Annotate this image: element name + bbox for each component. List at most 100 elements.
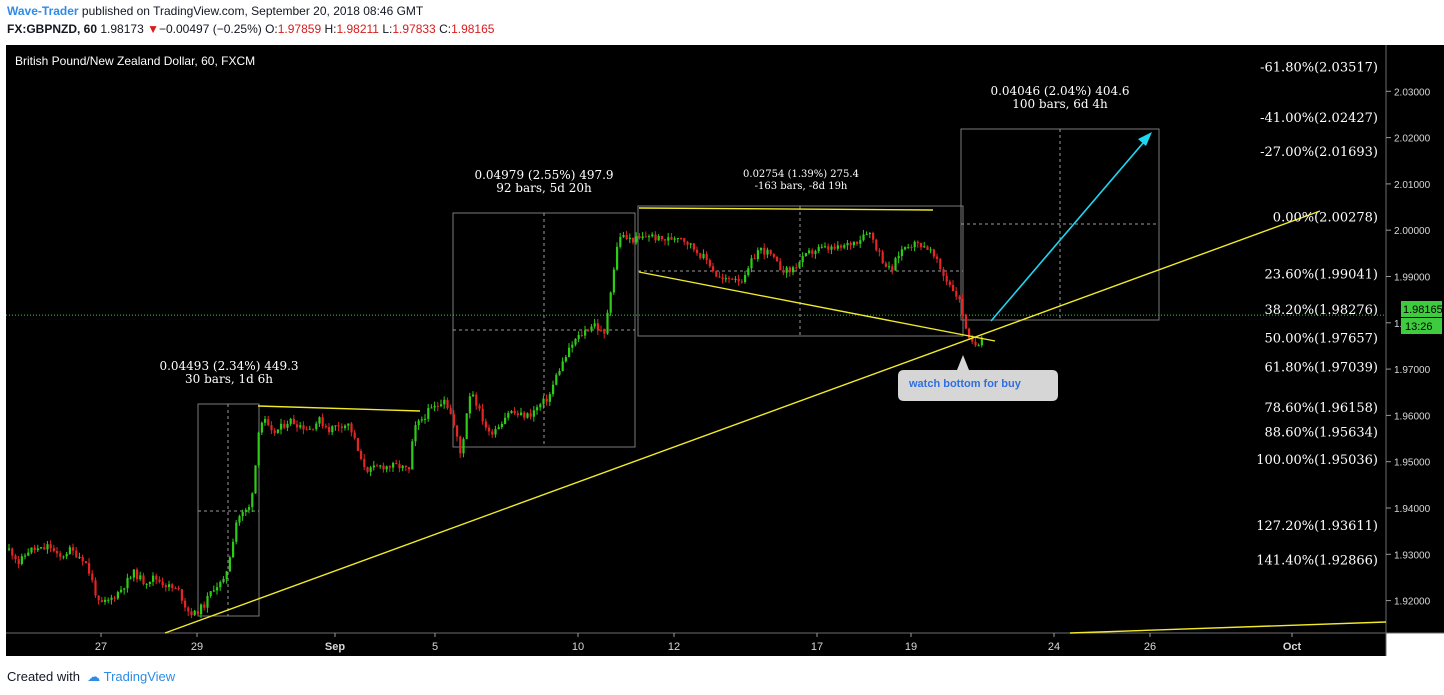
candle-body xyxy=(923,246,926,248)
candle-body xyxy=(737,278,740,282)
candle-body xyxy=(526,413,529,418)
candle-body xyxy=(504,417,507,424)
author-name[interactable]: Wave-Trader xyxy=(7,4,79,18)
chart-title: British Pound/New Zealand Dollar, 60, FX… xyxy=(15,54,255,68)
candle-body xyxy=(24,555,27,557)
candle-body xyxy=(305,429,308,431)
candle-body xyxy=(584,330,587,336)
candle-body xyxy=(568,347,571,358)
candle-body xyxy=(913,241,916,248)
candle-body xyxy=(113,597,116,599)
candle-body xyxy=(363,458,366,468)
y-tick-label: 2.03000 xyxy=(1394,87,1431,98)
candle-body xyxy=(817,246,820,252)
candle-body xyxy=(107,599,110,601)
candle-body xyxy=(747,268,750,276)
candle-body xyxy=(699,253,702,259)
candle-body xyxy=(654,234,657,241)
candle-body xyxy=(664,239,667,241)
candle-body xyxy=(484,421,487,428)
candle-body xyxy=(952,284,955,292)
candle-body xyxy=(801,255,804,263)
candle-body xyxy=(673,238,676,240)
candle-body xyxy=(56,550,59,554)
x-tick-label: 17 xyxy=(811,641,823,653)
candle-body xyxy=(776,256,779,262)
candle-body xyxy=(168,584,171,588)
candle-body xyxy=(536,407,539,411)
x-tick-label: 29 xyxy=(191,641,203,653)
candle-body xyxy=(849,242,852,246)
candle-body xyxy=(894,258,897,271)
candle-body xyxy=(244,509,247,512)
candle-body xyxy=(680,237,683,239)
close-value: 1.98165 xyxy=(451,22,495,36)
price-axis[interactable] xyxy=(1386,45,1444,633)
x-tick-label: 26 xyxy=(1144,641,1156,653)
candle-body xyxy=(683,238,686,242)
candle-body xyxy=(280,423,283,430)
candle-body xyxy=(94,580,97,596)
candle-body xyxy=(910,247,913,249)
candle-body xyxy=(104,599,107,602)
candle-body xyxy=(388,466,391,468)
candle-body xyxy=(529,413,532,417)
candle-body xyxy=(212,590,215,592)
candle-body xyxy=(779,261,782,271)
candle-body xyxy=(836,245,839,249)
candle-body xyxy=(875,239,878,251)
candle-body xyxy=(705,254,708,261)
candle-body xyxy=(276,429,279,433)
published-text: published on TradingView.com, September … xyxy=(78,4,424,18)
candle-body xyxy=(904,247,907,250)
open-label: O: xyxy=(265,22,278,36)
y-tick-label: 1.96000 xyxy=(1394,411,1431,422)
time-axis[interactable] xyxy=(6,633,1386,656)
candle-body xyxy=(120,589,123,593)
candle-body xyxy=(731,278,734,280)
candle-body xyxy=(385,466,388,470)
fib-level-label: 88.60%(1.95634) xyxy=(1265,425,1378,440)
candle-body xyxy=(692,243,695,250)
candle-body xyxy=(587,330,590,332)
candle-body xyxy=(523,412,526,418)
candle-body xyxy=(62,556,65,558)
candle-body xyxy=(43,547,46,550)
candle-body xyxy=(616,246,619,270)
candle-body xyxy=(324,426,327,428)
candle-body xyxy=(964,314,967,329)
candle-body xyxy=(939,258,942,270)
candle-body xyxy=(852,241,855,246)
candle-body xyxy=(161,581,164,586)
candle-body xyxy=(248,507,251,510)
candle-body xyxy=(100,600,103,602)
candle-body xyxy=(942,269,945,276)
candle-body xyxy=(590,326,593,331)
candle-body xyxy=(356,438,359,451)
candle-body xyxy=(945,275,948,282)
candle-body xyxy=(961,298,964,315)
price-chart[interactable]: -61.80%(2.03517) -41.00%(2.02427) -27.00%(… xyxy=(0,44,1444,662)
candle-body xyxy=(667,237,670,241)
candle-body xyxy=(408,467,411,470)
y-tick-label: 1.97000 xyxy=(1394,365,1431,376)
candle-body xyxy=(315,423,318,430)
fib-level-label: 0.00%(2.00278) xyxy=(1273,210,1378,225)
candle-body xyxy=(916,241,919,243)
candle-body xyxy=(516,413,519,416)
candle-body xyxy=(612,269,615,293)
candle-body xyxy=(30,547,33,553)
candle-body xyxy=(804,253,807,256)
candle-body xyxy=(520,412,523,416)
candle-body xyxy=(417,420,420,426)
candle-body xyxy=(843,245,846,248)
fib-level-label: -61.80%(2.03517) xyxy=(1260,60,1378,75)
candle-body xyxy=(702,254,705,259)
candle-body xyxy=(20,556,23,565)
candle-body xyxy=(542,398,545,405)
candle-body xyxy=(308,428,311,430)
tradingview-link[interactable]: TradingView xyxy=(103,669,176,684)
candle-body xyxy=(552,384,555,395)
candle-body xyxy=(14,555,17,560)
candle-body xyxy=(769,249,772,255)
